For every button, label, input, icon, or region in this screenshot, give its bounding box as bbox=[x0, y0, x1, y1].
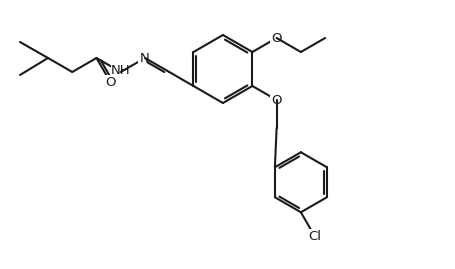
Bar bbox=[270, 31, 283, 45]
Text: O: O bbox=[271, 31, 282, 44]
Text: O: O bbox=[105, 76, 116, 89]
Bar bbox=[111, 63, 131, 81]
Bar bbox=[270, 93, 283, 107]
Text: NH: NH bbox=[111, 65, 131, 77]
Bar bbox=[103, 75, 117, 89]
Text: Cl: Cl bbox=[308, 230, 321, 243]
Text: O: O bbox=[271, 94, 282, 107]
Text: N: N bbox=[140, 51, 150, 65]
Bar bbox=[138, 50, 152, 66]
Bar bbox=[306, 229, 324, 243]
